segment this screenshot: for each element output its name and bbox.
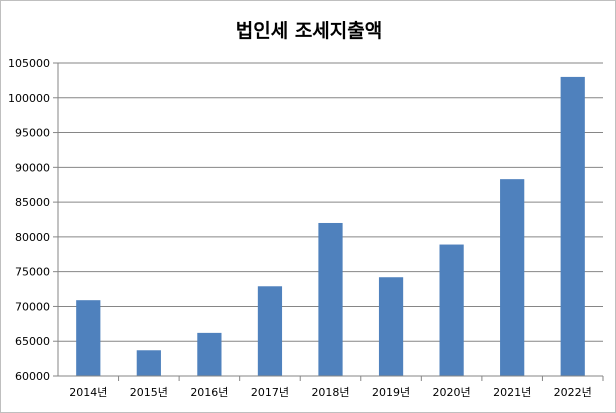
bar-8 <box>500 179 525 376</box>
x-tick-label: 2017년 <box>251 386 289 399</box>
x-tick-label: 2014년 <box>69 386 107 399</box>
x-tick-label: 2018년 <box>311 386 349 399</box>
y-tick-label: 75000 <box>15 266 50 279</box>
y-tick-label: 65000 <box>15 335 50 348</box>
bar-7 <box>439 244 464 376</box>
y-tick-label: 105000 <box>8 57 50 70</box>
axes <box>53 62 604 381</box>
bar-2 <box>136 350 161 376</box>
chart-title: 법인세 조세지출액 <box>236 20 382 42</box>
x-tick-label: 2016년 <box>190 386 228 399</box>
y-tick-labels: 60000 65000 70000 75000 80000 85000 90000 95000… <box>8 57 50 383</box>
bar-1 <box>76 300 101 376</box>
bar-9 <box>560 76 585 377</box>
bar-6 <box>378 277 404 376</box>
x-tick-labels: 2014년 2015년 2016년 2017년 2018년 2019년 2020년 2021년… <box>69 386 592 399</box>
y-tick-label: 90000 <box>15 161 50 174</box>
x-tick-label: 2022년 <box>554 386 592 399</box>
x-tick-label: 2021년 <box>493 386 531 399</box>
bar-4 <box>257 286 283 376</box>
bar-3 <box>197 332 222 376</box>
y-tick-label: 60000 <box>15 370 50 383</box>
x-tick-label: 2020년 <box>433 386 471 399</box>
y-tick-label: 100000 <box>8 92 50 105</box>
x-tick-label: 2015년 <box>130 386 168 399</box>
y-tick-label: 85000 <box>15 196 50 209</box>
y-tick-label: 80000 <box>15 231 50 244</box>
bar-5 <box>318 222 343 376</box>
x-tick-label: 2019년 <box>372 386 410 399</box>
y-tick-label: 70000 <box>15 300 50 313</box>
y-tick-label: 95000 <box>15 127 50 140</box>
bars <box>76 76 585 377</box>
gridlines <box>58 62 603 342</box>
